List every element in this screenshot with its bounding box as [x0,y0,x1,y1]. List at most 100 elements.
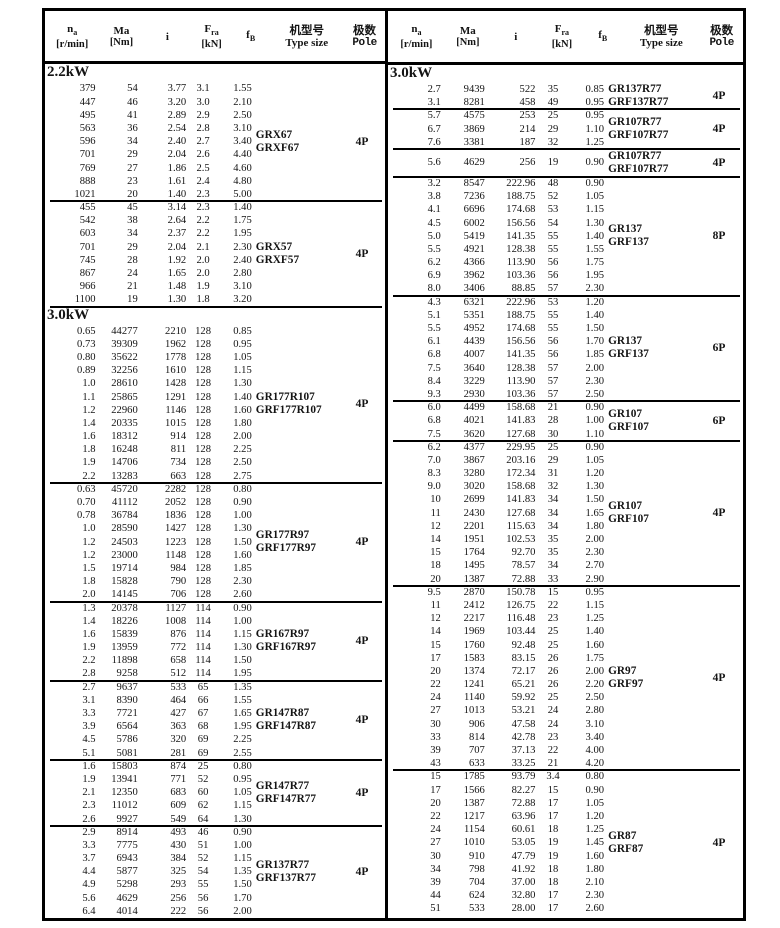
block-rows: 6.0 4499 158.68 21 0.90 6.8 4021 141.83 28 1.00 7.… [388,401,608,441]
cell-na: 9.0 [427,481,441,493]
table-row: 6.9 3962 103.36 56 1.95 [388,269,608,282]
cell-fb: 0.90 [585,402,605,414]
table-body-right: 3.0kW 2.7 9439 522 35 0.85 3.1 8281 458 49 0.95 GR1… [388,65,743,918]
cell-na: 7.6 [427,136,441,148]
type-size-line: GRXF57 [255,253,300,266]
cell-fb: 2.70 [585,560,605,572]
table-row: 27 1013 53.21 24 2.80 [388,704,608,717]
cell-i: 82.27 [511,784,536,796]
cell-fra: 2.2 [196,228,210,240]
cell-i: 2.64 [167,215,187,227]
cell-ma: 5877 [116,866,138,878]
cell-fb: 1.80 [585,863,605,875]
cell-fra: 128 [195,562,211,574]
cell-i: 609 [170,800,187,812]
cell-ma: 20 [127,188,138,200]
cell-i: 72.17 [511,665,536,677]
table-row: 1.8 15828 790 128 2.30 [45,575,256,588]
table-row: 3.1 8390 464 66 1.55 [45,694,256,707]
cell-fra: 25 [547,441,559,453]
cell-ma: 3020 [463,481,485,493]
spec-block: 455 45 3.14 2.3 1.40 542 38 2.64 2.2 1.75 603 34 2.3… [45,201,385,308]
cell-fb: 2.60 [585,903,605,915]
cell-na: 6.9 [427,270,441,282]
cell-ma: 14145 [111,589,138,601]
cell-na: 1.6 [82,431,96,443]
cell-fb: 1.05 [233,787,252,799]
type-size-line: GR177R97 [255,529,310,542]
cell-fra: 56 [197,892,209,904]
cell-i: 1428 [165,378,187,390]
cell-i: 127.68 [506,428,536,440]
cell-na: 0.80 [77,351,96,363]
cell-fb: 2.40 [233,254,252,266]
cell-na: 867 [79,268,96,279]
cell-fra: 3.1 [196,83,210,95]
cell-ma: 1140 [464,692,485,704]
cell-i: 2.04 [167,149,187,161]
cell-ma: 19714 [111,562,138,574]
cell-fra: 128 [195,444,211,456]
header-i: i [514,31,518,43]
cell-i: 771 [170,773,187,785]
cell-fb: 2.00 [585,534,605,545]
cell-fra: 49 [547,97,559,109]
cell-fra: 24 [547,718,559,730]
type-size-cell: GR107R77 GRF107R77 [608,149,695,177]
cell-fra: 2.1 [196,241,210,253]
cell-fb: 0.80 [233,760,252,772]
type-size-cell: GR137R77 GRF137R77 [608,83,695,109]
table-row: 4.9 5298 293 55 1.50 [45,878,256,891]
table-left-half: na [r/min] Ma [Nm] i Fra [kN] fB 机型号 Typ… [45,11,388,918]
cell-fb: 0.80 [233,483,252,495]
cell-i: 1427 [165,523,187,535]
cell-na: 11 [430,599,441,611]
type-size-line: GRF147R87 [255,720,317,733]
cell-ma: 4439 [463,336,485,348]
table-row: 3.2 8547 222.96 48 0.90 [388,177,608,190]
cell-fb: 2.00 [585,362,605,374]
cell-fb: 1.20 [585,468,605,480]
table-row: 51 533 28.00 17 2.60 [388,902,608,915]
cell-i: 65.21 [511,679,536,691]
cell-na: 966 [79,281,96,293]
cell-i: 2052 [165,497,187,508]
cell-fra: 15 [547,586,559,598]
cell-na: 2.2 [82,655,96,667]
pole-value: 6P [712,342,726,355]
cell-ma: 44277 [111,325,138,337]
cell-fra: 54 [197,866,209,878]
cell-fra: 19 [547,157,559,169]
cell-ma: 11898 [111,655,138,667]
cell-fb: 1.65 [233,708,252,719]
cell-fra: 55 [197,879,209,891]
cell-ma: 7721 [116,708,138,719]
block-rows: 5.7 4575 253 25 0.95 6.7 3869 214 29 1.10 7.6 3381 1… [388,109,608,149]
cell-i: 1.40 [167,188,187,200]
cell-fb: 2.30 [585,547,605,559]
cell-i: 522 [519,84,536,95]
cell-ma: 1241 [463,679,485,691]
cell-fb: 2.50 [233,457,252,469]
cell-ma: 3867 [463,454,485,466]
cell-fb: 0.95 [585,97,605,109]
cell-fra: 128 [195,523,211,535]
table-row: 966 21 1.48 1.9 3.10 [45,280,256,293]
cell-ma: 1969 [463,626,485,638]
cell-fra: 25 [547,110,559,122]
cell-fra: 114 [195,668,211,680]
cell-i: 2.40 [167,136,187,148]
type-size-line: GRX67 [255,128,293,141]
cell-na: 1.1 [82,391,96,403]
table-row: 6.2 4377 229.95 25 0.90 [388,441,608,454]
cell-fb: 1.05 [585,454,605,466]
cell-ma: 25865 [111,391,138,403]
cell-fb: 1.20 [585,296,605,308]
table-row: 2.7 9637 533 65 1.35 [45,681,256,694]
cell-i: 1.92 [167,254,187,266]
cell-na: 447 [79,96,96,108]
table-row: 8.4 3229 113.90 57 2.30 [388,375,608,388]
header-ma: Ma [Nm] [109,24,134,48]
cell-na: 5.0 [427,230,441,242]
cell-i: 92.48 [511,639,536,651]
